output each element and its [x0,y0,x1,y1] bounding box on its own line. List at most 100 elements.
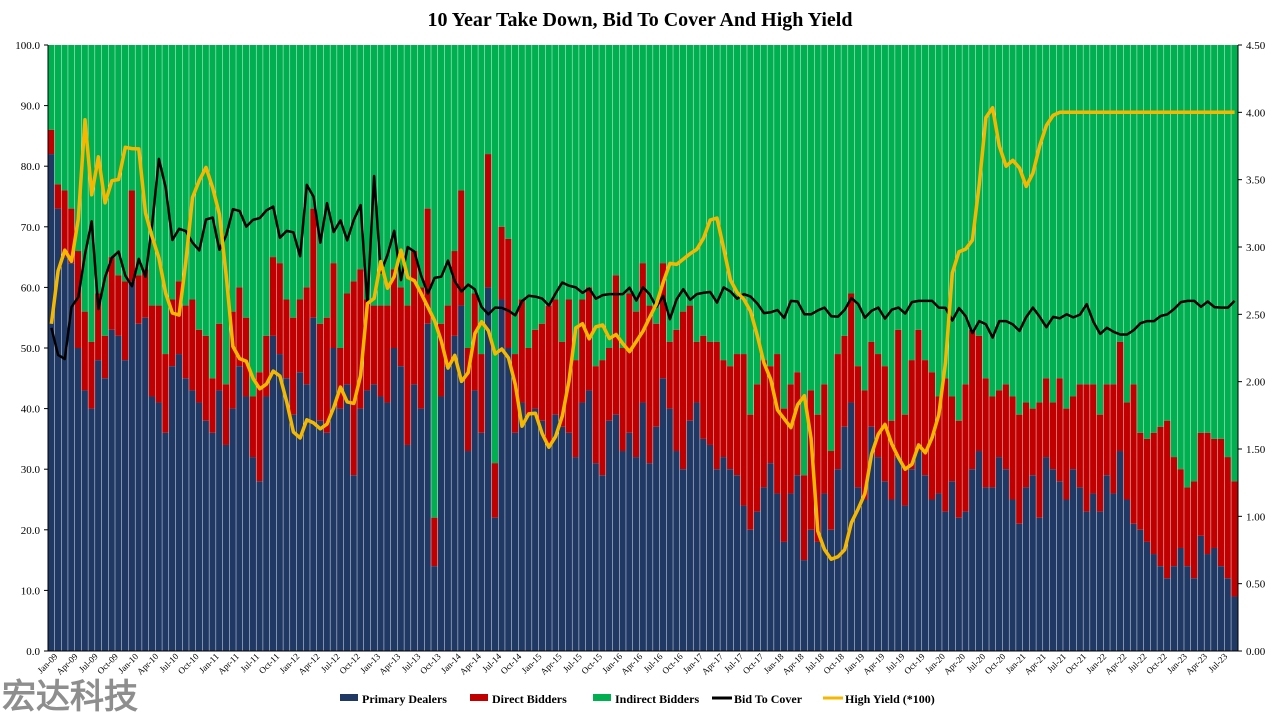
bar-primary-dealers [343,384,351,651]
bar-primary-dealers [1197,535,1205,651]
bar-indirect-bidders [236,45,243,288]
bar-direct-bidders [989,396,996,488]
bar-primary-dealers [128,281,136,651]
bar-direct-bidders [189,299,196,391]
bar-direct-bidders [269,257,277,336]
bar-indirect-bidders [1190,45,1198,482]
bar-indirect-bidders [760,45,768,361]
left-axis-tick-label: 90.0 [21,101,41,113]
bar-direct-bidders [592,366,600,464]
bar-indirect-bidders [552,45,559,300]
bar-primary-dealers [162,432,170,651]
bar-primary-dealers [175,354,183,651]
bar-primary-dealers [1143,541,1151,651]
x-axis-tick-label: Oct-20 [983,651,1008,676]
left-axis-tick-label: 10.0 [21,585,41,597]
bar-indirect-bidders [1090,45,1097,385]
bar-primary-dealers [720,457,728,651]
bar-indirect-bidders [195,45,203,330]
bar-direct-bidders [720,360,728,458]
bar-primary-dealers [209,432,217,651]
bar-direct-bidders [128,190,136,282]
bar-direct-bidders [518,299,526,403]
bar-primary-dealers [861,499,869,651]
bar-indirect-bidders [686,45,694,306]
bar-indirect-bidders [169,45,176,300]
bar-indirect-bidders [841,45,849,336]
bar-primary-dealers [673,451,680,651]
bar-direct-bidders [995,390,1003,458]
x-axis-tick-label: Oct-12 [337,651,362,676]
bar-indirect-bidders [216,45,223,324]
bar-direct-bidders [895,329,902,458]
bar-indirect-bidders [263,45,270,336]
bar-direct-bidders [1090,384,1097,494]
bar-direct-bidders [1204,432,1212,555]
bar-direct-bidders [962,384,970,512]
bar-direct-bidders [774,354,781,494]
bar-primary-dealers [1137,529,1144,651]
bar-direct-bidders [303,287,311,385]
bar-indirect-bidders [1170,45,1178,458]
bar-direct-bidders [498,226,506,300]
x-axis-tick-label: Apr-11 [216,651,241,676]
right-axis: 0.00 0.50 1.00 1.50 2.00 2.50 3.00 3.50 4.00 4.50 [1237,40,1266,658]
bar-indirect-bidders [962,45,970,385]
bar-direct-bidders [612,275,620,415]
bar-indirect-bidders [310,45,317,209]
bar-indirect-bidders [679,45,687,312]
bar-indirect-bidders [659,45,667,264]
bar-direct-bidders [222,384,230,445]
bar-direct-bidders [1069,396,1077,470]
bar-indirect-bidders [357,45,364,270]
bar-primary-dealers [948,481,956,651]
bar-indirect-bidders [229,45,237,312]
left-axis: 0.0 10.0 20.0 30.0 40.0 50.0 60.0 70.0 80.0 90.0 1… [15,40,49,658]
bar-indirect-bidders [1164,45,1171,421]
x-axis-tick-label: Apr-15 [538,651,564,677]
x-axis-tick-label: Oct-10 [176,651,201,676]
bar-indirect-bidders [565,45,573,300]
right-axis-tick-label: 1.50 [1246,444,1266,456]
bar-primary-dealers [115,335,122,651]
bar-indirect-bidders [1083,45,1091,385]
bar-primary-dealers [612,414,620,651]
bar-primary-dealers [969,469,976,651]
bar-indirect-bidders [511,45,519,355]
bar-primary-dealers [558,426,566,651]
bar-direct-bidders [74,251,82,348]
bar-direct-bidders [686,305,694,421]
bar-indirect-bidders [1211,45,1218,439]
bar-indirect-bidders [821,45,828,385]
bar-indirect-bidders [121,45,129,282]
bar-indirect-bidders [485,45,492,155]
bar-primary-dealers [296,372,304,651]
bar-indirect-bidders [444,45,452,306]
bar-direct-bidders [854,366,862,488]
bar-primary-dealers [962,511,970,651]
bar-indirect-bidders [861,45,869,391]
right-axis-tick-label: 4.50 [1246,40,1266,52]
bar-primary-dealers [767,463,775,651]
bar-direct-bidders [162,354,170,433]
bar-direct-bidders [868,341,875,427]
bar-indirect-bidders [915,45,923,330]
bar-direct-bidders [1009,396,1017,500]
bar-primary-dealers [404,444,412,651]
bar-indirect-bidders [417,45,425,288]
bar-direct-bidders [558,341,566,427]
bar-primary-dealers [740,505,748,651]
bar-indirect-bidders [108,45,116,258]
bar-indirect-bidders [572,45,580,361]
bar-direct-bidders [431,517,438,567]
bar-direct-bidders [229,311,237,409]
bar-primary-dealers [592,463,600,651]
bar-direct-bidders [1043,378,1050,458]
bar-indirect-bidders [343,45,351,294]
bar-primary-dealers [290,414,297,651]
bar-indirect-bidders [162,45,170,355]
bar-direct-bidders [1184,487,1191,567]
bar-indirect-bidders [693,45,701,342]
bar-direct-bidders [242,317,250,397]
bar-primary-dealers [733,475,741,651]
